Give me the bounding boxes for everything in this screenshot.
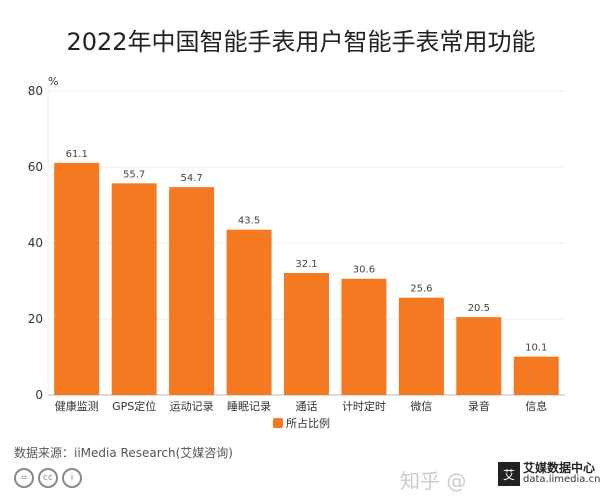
chart-title: 2022年中国智能手表用户智能手表常用功能 [66,28,536,56]
bar [456,317,502,395]
bar [398,297,444,395]
x-tick-label: 运动记录 [170,400,214,413]
data-label: 25.6 [410,284,432,295]
bar [54,162,100,395]
x-tick-label: 健康监测 [55,399,99,413]
bar [226,229,272,395]
data-label: 61.1 [66,149,88,160]
bar [169,187,215,395]
x-tick-label: 微信 [410,399,432,413]
legend-label: 所占比例 [286,416,330,430]
logo-url: data.iimedia.cn [523,474,601,485]
legend-swatch [273,418,283,428]
data-label: 20.5 [468,303,490,314]
y-tick-label: 40 [28,236,43,250]
logo-mark-icon: 艾 [498,462,520,486]
data-label: 43.5 [238,216,260,227]
x-tick-label: 通话 [296,400,318,413]
y-axis-unit: % [48,75,58,88]
data-source: 数据来源：iiMedia Research(艾媒咨询) [14,446,233,460]
cc-by-icon: i [62,468,82,488]
cc-icon: cc [38,468,58,488]
bar [513,356,559,395]
data-label: 32.1 [295,259,317,270]
y-tick-label: 0 [35,388,43,402]
data-label: 10.1 [525,343,547,354]
cc-nd-icon: = [14,468,34,488]
x-tick-label: 信息 [525,399,547,413]
x-tick-label: 录音 [468,399,490,413]
bar [111,183,157,395]
x-tick-label: 睡眠记录 [227,400,271,413]
x-tick-label: 计时定时 [342,399,386,413]
iimedia-logo: 艾 艾媒数据中心 data.iimedia.cn [498,462,600,486]
data-label: 55.7 [123,169,145,180]
cc-license-icons: = cc i [14,468,82,488]
bar [284,273,329,395]
y-tick-label: 20 [28,312,43,326]
data-label: 54.7 [180,173,202,184]
x-tick-label: GPS定位 [112,399,156,413]
bar-chart: 0 20 40 60 80% 61.1 健康监测 55.7 GPS定位 54.7 运动记录 43.5 睡… [28,75,565,430]
watermark: 知乎 @ [400,469,467,493]
data-label: 30.6 [353,265,375,276]
y-tick-label: 60 [28,160,43,174]
bar [341,278,387,395]
y-tick-label: 80 [28,84,43,98]
logo-name: 艾媒数据中心 [523,461,596,475]
